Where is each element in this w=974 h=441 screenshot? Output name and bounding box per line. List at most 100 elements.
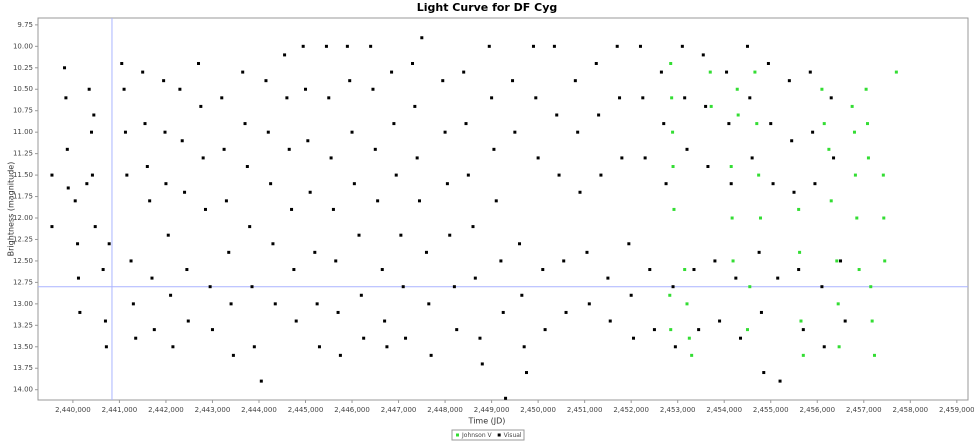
data-point — [734, 276, 738, 280]
data-point — [65, 147, 69, 151]
data-point — [417, 199, 421, 203]
data-point — [125, 173, 129, 177]
y-tick-label: 10.75 — [13, 107, 33, 115]
chart-title: Light Curve for DF Cyg — [417, 1, 558, 14]
data-point — [103, 319, 107, 323]
data-point — [541, 268, 545, 272]
data-point — [771, 182, 775, 186]
y-tick-label: 11.75 — [13, 193, 33, 201]
data-point — [883, 259, 887, 263]
x-tick-label: 2,456,000 — [799, 406, 835, 414]
data-point — [166, 233, 170, 237]
data-point — [301, 44, 305, 48]
data-point — [287, 147, 291, 151]
data-point — [401, 285, 405, 289]
data-point — [531, 44, 535, 48]
data-point — [441, 79, 445, 83]
data-point — [829, 96, 833, 100]
data-point — [241, 70, 245, 74]
data-point — [894, 70, 898, 74]
data-point — [252, 345, 256, 349]
data-point — [608, 319, 612, 323]
data-point — [162, 79, 166, 83]
data-point — [594, 61, 598, 65]
data-point — [101, 268, 105, 272]
data-point — [680, 44, 684, 48]
data-point — [399, 233, 403, 237]
data-point — [864, 87, 868, 91]
data-point — [66, 186, 70, 190]
data-point — [383, 319, 387, 323]
legend-label: Johnson V — [461, 432, 493, 439]
data-point — [64, 96, 68, 100]
data-point — [164, 182, 168, 186]
data-point — [266, 130, 270, 134]
data-point — [759, 216, 763, 220]
data-point — [329, 156, 333, 160]
data-point — [50, 173, 54, 177]
data-point — [522, 345, 526, 349]
data-point — [564, 310, 568, 314]
data-point — [725, 70, 729, 74]
data-point — [671, 285, 675, 289]
data-point — [536, 156, 540, 160]
y-tick-label: 13.25 — [13, 321, 33, 329]
data-point — [141, 70, 145, 74]
data-point — [701, 53, 705, 57]
data-point — [273, 302, 277, 306]
data-point — [411, 61, 415, 65]
data-point — [324, 44, 328, 48]
x-tick-label: 2,446,000 — [334, 406, 370, 414]
data-point — [671, 130, 675, 134]
data-point — [143, 122, 147, 126]
data-point — [872, 353, 876, 357]
data-point — [317, 345, 321, 349]
legend-label: Visual — [504, 432, 522, 439]
data-point — [271, 242, 275, 246]
data-point — [513, 130, 517, 134]
data-point — [327, 96, 331, 100]
data-point — [203, 207, 207, 211]
data-point — [92, 113, 96, 117]
data-point — [50, 225, 54, 229]
data-point — [668, 293, 672, 297]
data-point — [201, 156, 205, 160]
data-point — [599, 173, 603, 177]
data-point — [638, 44, 642, 48]
data-point — [471, 225, 475, 229]
data-point — [769, 122, 773, 126]
data-point — [385, 345, 389, 349]
y-tick-label: 13.75 — [13, 364, 33, 372]
data-point — [757, 250, 761, 254]
data-point — [797, 207, 801, 211]
data-point — [415, 156, 419, 160]
data-point — [501, 310, 505, 314]
data-point — [662, 122, 666, 126]
data-point — [283, 53, 287, 57]
data-point — [578, 190, 582, 194]
data-point — [350, 130, 354, 134]
data-point — [798, 250, 802, 254]
data-point — [524, 371, 528, 375]
data-point — [292, 268, 296, 272]
data-point — [104, 345, 108, 349]
data-point — [369, 44, 373, 48]
data-point — [199, 104, 203, 108]
y-tick-label: 13.50 — [13, 343, 33, 351]
data-point — [345, 44, 349, 48]
data-point — [618, 96, 622, 100]
data-point — [822, 122, 826, 126]
data-point — [543, 328, 547, 332]
data-point — [708, 70, 712, 74]
data-point — [90, 130, 94, 134]
data-point — [452, 285, 456, 289]
data-point — [76, 276, 80, 280]
data-point — [704, 104, 708, 108]
data-point — [186, 319, 190, 323]
data-point — [487, 44, 491, 48]
x-tick-label: 2,459,000 — [939, 406, 974, 414]
data-point — [338, 353, 342, 357]
data-point — [801, 328, 805, 332]
data-point — [315, 302, 319, 306]
data-point — [685, 147, 689, 151]
